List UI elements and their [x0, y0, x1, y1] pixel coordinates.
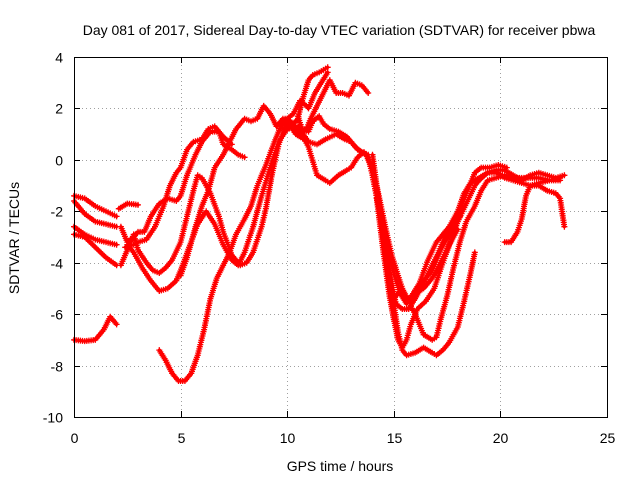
series-markers [124, 123, 461, 305]
series-markers [71, 313, 120, 345]
grid [74, 57, 607, 417]
x-tick-label: 0 [71, 430, 79, 446]
series-arc-18 [373, 169, 564, 307]
y-tick-label: -4 [51, 256, 64, 272]
x-tick-label: 5 [178, 430, 186, 446]
series-arc-13 [286, 64, 331, 130]
y-tick-label: 2 [55, 101, 63, 117]
y-tick-label: -8 [51, 359, 64, 375]
y-tick-label: -2 [51, 204, 64, 220]
series-line [157, 78, 370, 383]
series-arc-11 [156, 77, 372, 384]
y-tick-labels: -10 -8 -6 -4 -2 0 2 4 [43, 50, 63, 426]
y-axis-title: SDTVAR / TECUs [6, 182, 22, 294]
series-markers [294, 113, 372, 158]
y-tick-label: 0 [55, 153, 63, 169]
series-markers [177, 69, 331, 279]
series-arc-05 [71, 313, 120, 345]
chart-title: Day 081 of 2017, Sidereal Day-to-day VTE… [83, 22, 596, 38]
series-markers [369, 162, 510, 307]
series-arc-19 [407, 172, 564, 343]
series-arc-14 [294, 113, 372, 158]
plot-frame [74, 57, 608, 418]
series-arc-09 [117, 118, 463, 312]
x-tick-labels: 0 5 10 15 20 25 [71, 430, 616, 446]
x-tick-label: 25 [600, 430, 616, 446]
series-markers [156, 77, 372, 384]
series-markers [117, 118, 463, 312]
series-markers [115, 200, 141, 212]
series-line [119, 119, 462, 311]
x-tick-label: 10 [280, 430, 296, 446]
series-layer [71, 64, 568, 384]
y-tick-label: -10 [43, 410, 63, 426]
y-tick-label: 4 [55, 50, 63, 66]
x-axis-title: GPS time / hours [287, 458, 394, 474]
series-arc-12 [177, 69, 331, 279]
series-markers [373, 169, 564, 307]
series-markers [407, 172, 564, 343]
axis-ticks [74, 57, 608, 418]
series-markers [501, 182, 568, 246]
y-tick-label: -6 [51, 307, 64, 323]
series-arc-10 [124, 123, 461, 305]
series-arc-17 [369, 162, 510, 307]
series-markers [286, 64, 331, 130]
series-arc-06 [115, 200, 141, 212]
series-arc-08 [122, 123, 235, 251]
series-arc-20 [501, 182, 568, 246]
x-tick-label: 15 [387, 430, 403, 446]
x-tick-label: 20 [493, 430, 509, 446]
